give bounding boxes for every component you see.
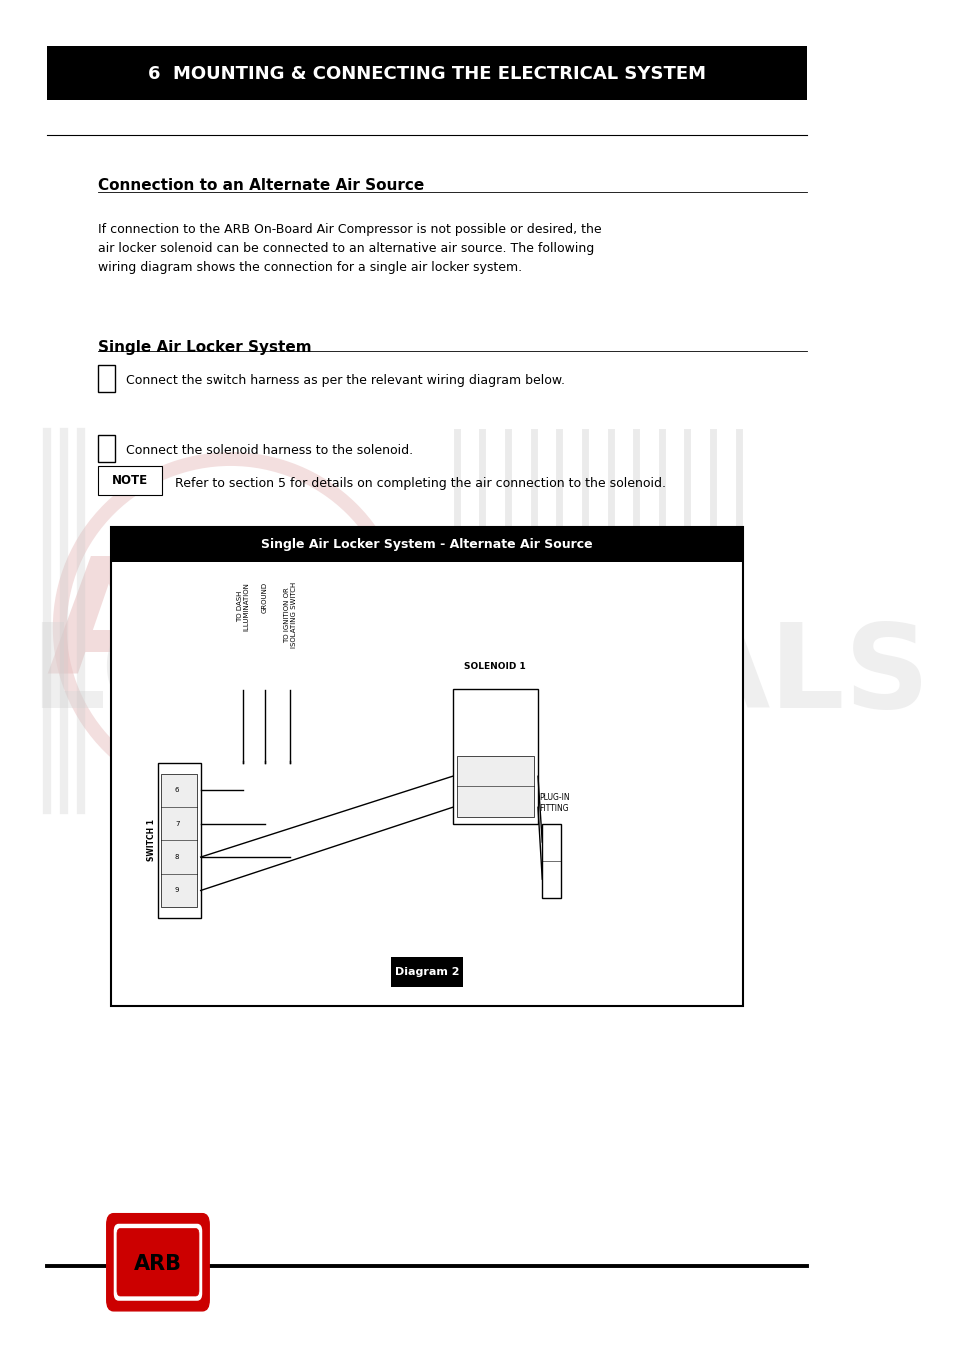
Text: PLUG-IN
FITTING: PLUG-IN FITTING bbox=[539, 792, 570, 813]
Text: Single Air Locker System - Alternate Air Source: Single Air Locker System - Alternate Air… bbox=[261, 537, 592, 551]
Text: ARB: ARB bbox=[47, 551, 415, 705]
Text: ARB: ARB bbox=[133, 1254, 182, 1273]
Text: ALS: ALS bbox=[679, 617, 929, 733]
Bar bbox=[111, 526, 742, 1006]
Text: Connect the solenoid harness to the solenoid.: Connect the solenoid harness to the sole… bbox=[126, 444, 413, 458]
Text: Diagram 2: Diagram 2 bbox=[395, 967, 458, 977]
Text: NOTE: NOTE bbox=[112, 474, 148, 487]
Text: 6  MOUNTING & CONNECTING THE ELECTRICAL SYSTEM: 6 MOUNTING & CONNECTING THE ELECTRICAL S… bbox=[148, 65, 705, 82]
Text: Refer to section 5 for details on completing the air connection to the solenoid.: Refer to section 5 for details on comple… bbox=[174, 477, 665, 490]
Bar bbox=[98, 364, 115, 391]
Bar bbox=[158, 763, 200, 918]
Text: 7: 7 bbox=[174, 821, 179, 826]
Bar bbox=[391, 957, 463, 987]
Text: LOC: LOC bbox=[30, 617, 288, 733]
Bar bbox=[109, 1219, 208, 1305]
FancyBboxPatch shape bbox=[114, 1224, 201, 1300]
Bar bbox=[98, 435, 115, 462]
Bar bbox=[541, 824, 560, 898]
Bar bbox=[452, 688, 537, 824]
Bar bbox=[98, 466, 162, 495]
Text: SOLENOID 1: SOLENOID 1 bbox=[464, 662, 526, 671]
Text: AIR: AIR bbox=[432, 551, 738, 705]
Text: 8: 8 bbox=[174, 855, 179, 860]
Text: Connection to an Alternate Air Source: Connection to an Alternate Air Source bbox=[98, 178, 424, 193]
Text: 9: 9 bbox=[174, 887, 179, 894]
Text: GROUND: GROUND bbox=[261, 582, 268, 613]
Text: If connection to the ARB On-Board Air Compressor is not possible or desired, the: If connection to the ARB On-Board Air Co… bbox=[98, 223, 601, 274]
Text: TO IGNITION OR
ISOLATING SWITCH: TO IGNITION OR ISOLATING SWITCH bbox=[284, 582, 296, 648]
Bar bbox=[456, 756, 533, 817]
FancyBboxPatch shape bbox=[107, 1214, 209, 1311]
Text: Single Air Locker System: Single Air Locker System bbox=[98, 340, 312, 355]
Text: TO DASH
ILLUMINATION: TO DASH ILLUMINATION bbox=[236, 582, 250, 630]
Bar bbox=[47, 46, 806, 100]
Text: Connect the switch harness as per the relevant wiring diagram below.: Connect the switch harness as per the re… bbox=[126, 374, 565, 387]
Text: 6: 6 bbox=[174, 787, 179, 794]
Bar bbox=[111, 526, 742, 562]
Bar bbox=[161, 774, 197, 907]
Text: SWITCH 1: SWITCH 1 bbox=[147, 819, 155, 861]
FancyBboxPatch shape bbox=[117, 1228, 199, 1296]
